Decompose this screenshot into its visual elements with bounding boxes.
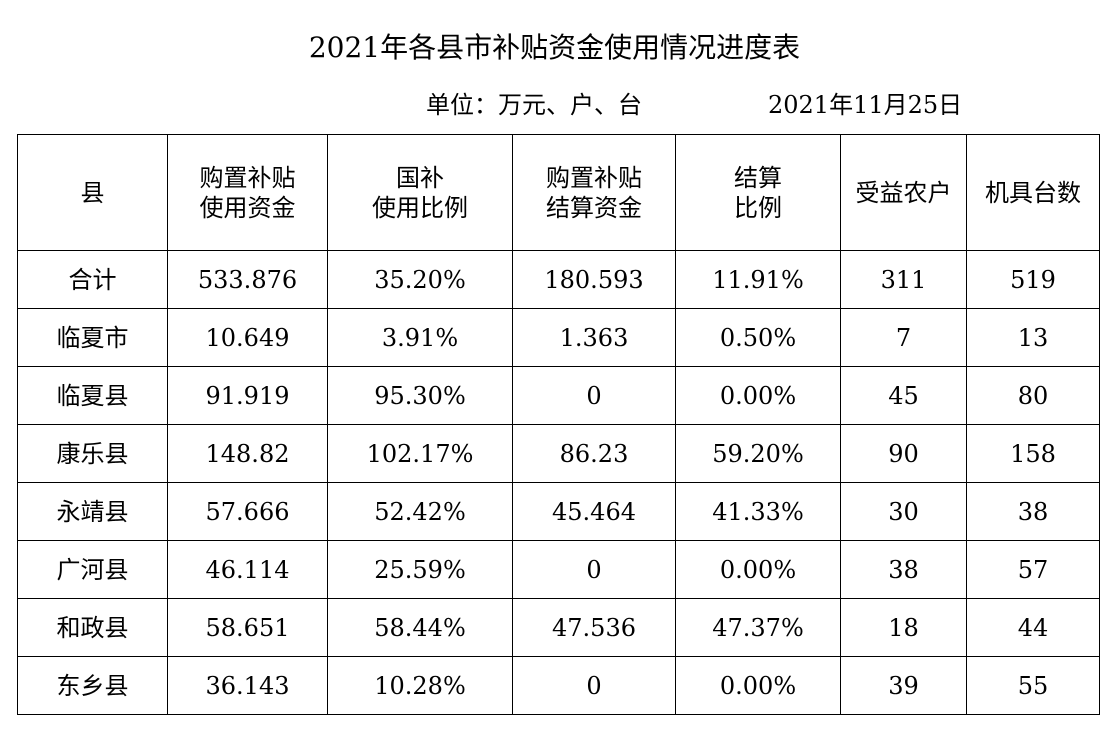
cell-settlement-funds: 86.23 [512, 424, 676, 483]
cell-national-ratio: 3.91% [327, 308, 513, 367]
table-row: 临夏县 91.919 95.30% 0 0.00% 45 80 [17, 366, 1100, 425]
header-county: 县 [17, 134, 168, 251]
report-date: 2021年11月25日 [768, 91, 963, 119]
cell-county: 广河县 [17, 540, 168, 599]
cell-settlement-ratio: 59.20% [675, 424, 841, 483]
header-subsidy-used-line1: 购置补贴 [199, 163, 296, 192]
cell-settlement-ratio: 0.00% [675, 540, 841, 599]
cell-households: 7 [840, 308, 967, 367]
cell-settlement-funds: 1.363 [512, 308, 676, 367]
cell-settlement-funds: 0 [512, 656, 676, 715]
table-row: 康乐县 148.82 102.17% 86.23 59.20% 90 158 [17, 424, 1100, 483]
cell-subsidy-used: 36.143 [167, 656, 328, 715]
cell-subsidy-used: 91.919 [167, 366, 328, 425]
cell-national-ratio: 95.30% [327, 366, 513, 425]
cell-subsidy-used: 10.649 [167, 308, 328, 367]
cell-settlement-funds: 47.536 [512, 598, 676, 657]
cell-machines: 44 [966, 598, 1100, 657]
cell-machines: 158 [966, 424, 1100, 483]
cell-machines: 519 [966, 250, 1100, 309]
table-row: 临夏市 10.649 3.91% 1.363 0.50% 7 13 [17, 308, 1100, 367]
table-row: 和政县 58.651 58.44% 47.536 47.37% 18 44 [17, 598, 1100, 657]
cell-subsidy-used: 57.666 [167, 482, 328, 541]
cell-settlement-funds: 45.464 [512, 482, 676, 541]
cell-national-ratio: 52.42% [327, 482, 513, 541]
cell-county: 合计 [17, 250, 168, 309]
cell-households: 30 [840, 482, 967, 541]
table-row: 东乡县 36.143 10.28% 0 0.00% 39 55 [17, 656, 1100, 715]
header-households-label: 受益农户 [855, 178, 952, 207]
table-row: 广河县 46.114 25.59% 0 0.00% 38 57 [17, 540, 1100, 599]
header-settlement-funds-line2: 结算资金 [546, 193, 642, 222]
cell-national-ratio: 102.17% [327, 424, 513, 483]
cell-subsidy-used: 58.651 [167, 598, 328, 657]
header-national-ratio: 国补 使用比例 [327, 134, 513, 251]
cell-machines: 38 [966, 482, 1100, 541]
cell-county: 东乡县 [17, 656, 168, 715]
cell-settlement-funds: 0 [512, 366, 676, 425]
cell-county: 临夏县 [17, 366, 168, 425]
cell-settlement-ratio: 41.33% [675, 482, 841, 541]
cell-national-ratio: 58.44% [327, 598, 513, 657]
cell-machines: 13 [966, 308, 1100, 367]
cell-households: 18 [840, 598, 967, 657]
cell-households: 90 [840, 424, 967, 483]
header-national-ratio-line1: 国补 [396, 163, 444, 192]
cell-households: 38 [840, 540, 967, 599]
cell-settlement-funds: 180.593 [512, 250, 676, 309]
cell-subsidy-used: 533.876 [167, 250, 328, 309]
header-settlement-ratio-line1: 结算 [734, 163, 782, 192]
table-header-row: 县 购置补贴 使用资金 国补 使用比例 购置补贴 结算资金 结算 比例 受益农户 [17, 134, 1100, 251]
header-settlement-ratio-line2: 比例 [734, 193, 782, 222]
cell-national-ratio: 35.20% [327, 250, 513, 309]
cell-subsidy-used: 148.82 [167, 424, 328, 483]
cell-settlement-ratio: 0.00% [675, 366, 841, 425]
page-title: 2021年各县市补贴资金使用情况进度表 [308, 31, 801, 64]
header-subsidy-used: 购置补贴 使用资金 [167, 134, 328, 251]
header-settlement-funds: 购置补贴 结算资金 [512, 134, 676, 251]
cell-settlement-ratio: 0.50% [675, 308, 841, 367]
cell-subsidy-used: 46.114 [167, 540, 328, 599]
unit-label: 单位：万元、户、台 [426, 91, 642, 119]
cell-county: 永靖县 [17, 482, 168, 541]
header-households: 受益农户 [840, 134, 967, 251]
cell-county: 临夏市 [17, 308, 168, 367]
header-settlement-ratio: 结算 比例 [675, 134, 841, 251]
cell-households: 39 [840, 656, 967, 715]
header-subsidy-used-line2: 使用资金 [199, 193, 296, 222]
cell-settlement-ratio: 11.91% [675, 250, 841, 309]
header-machines-label: 机具台数 [985, 178, 1081, 207]
cell-households: 311 [840, 250, 967, 309]
cell-national-ratio: 10.28% [327, 656, 513, 715]
header-settlement-funds-line1: 购置补贴 [546, 163, 642, 192]
table-row: 永靖县 57.666 52.42% 45.464 41.33% 30 38 [17, 482, 1100, 541]
progress-table: 县 购置补贴 使用资金 国补 使用比例 购置补贴 结算资金 结算 比例 受益农户 [17, 134, 1100, 715]
table-row-total: 合计 533.876 35.20% 180.593 11.91% 311 519 [17, 250, 1100, 309]
cell-settlement-ratio: 47.37% [675, 598, 841, 657]
header-county-label: 县 [80, 178, 105, 207]
cell-settlement-funds: 0 [512, 540, 676, 599]
cell-households: 45 [840, 366, 967, 425]
cell-machines: 55 [966, 656, 1100, 715]
cell-county: 和政县 [17, 598, 168, 657]
cell-machines: 57 [966, 540, 1100, 599]
cell-settlement-ratio: 0.00% [675, 656, 841, 715]
header-machines: 机具台数 [966, 134, 1100, 251]
cell-national-ratio: 25.59% [327, 540, 513, 599]
cell-county: 康乐县 [17, 424, 168, 483]
header-national-ratio-line2: 使用比例 [372, 193, 468, 222]
cell-machines: 80 [966, 366, 1100, 425]
